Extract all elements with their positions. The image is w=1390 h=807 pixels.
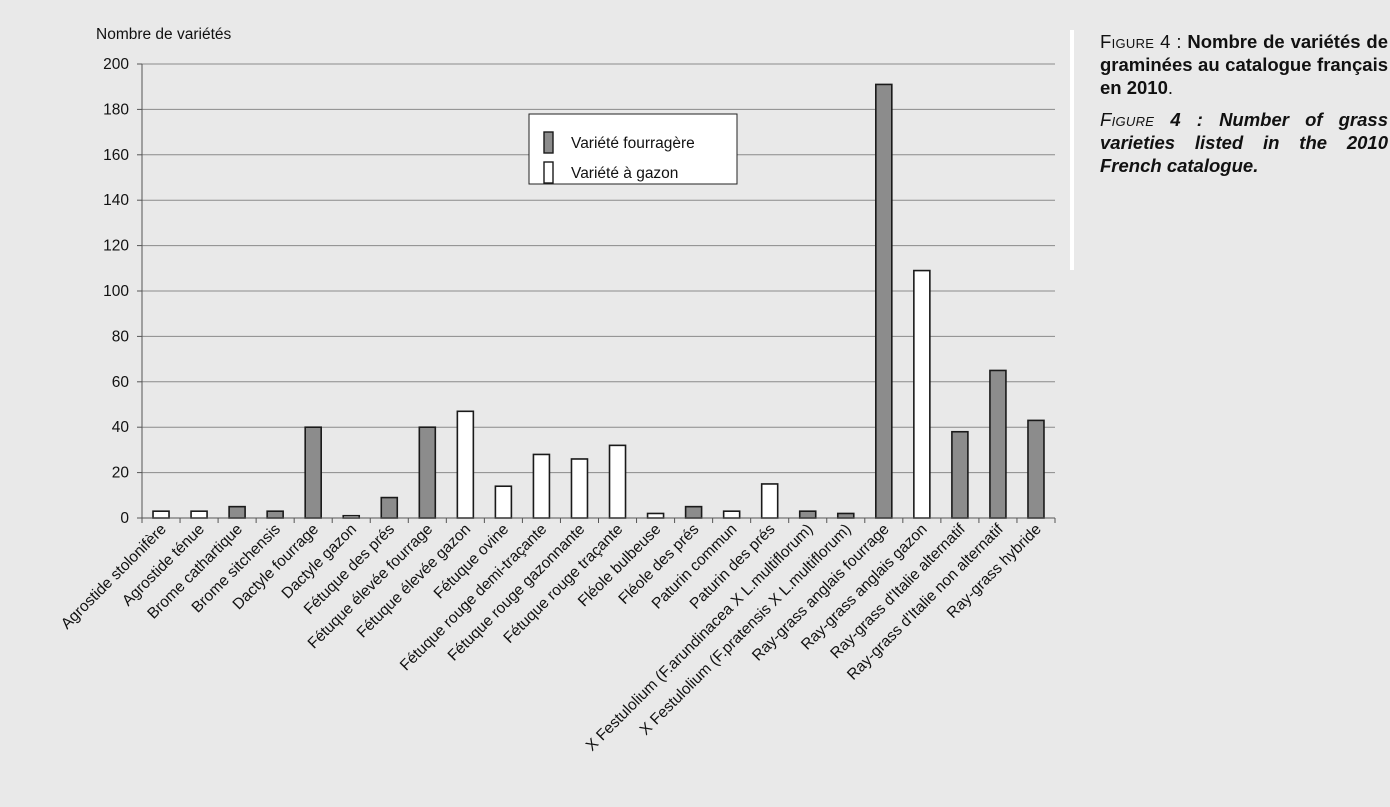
- bar: [266, 510, 284, 519]
- caption-en-number: 4 :: [1170, 109, 1203, 130]
- legend: Variété fourragère Variété à gazon: [528, 113, 738, 185]
- legend-box: [528, 113, 738, 185]
- y-tick-label: 80: [112, 328, 130, 345]
- bar: [836, 512, 855, 519]
- bar: [532, 453, 551, 519]
- bar: [380, 496, 399, 519]
- legend-label: Variété fourragère: [571, 135, 695, 152]
- y-tick-label: 180: [103, 101, 129, 118]
- y-tick-label: 120: [103, 238, 129, 255]
- bar: [798, 510, 817, 519]
- bar: [304, 426, 322, 519]
- bar-chart: 0 20 40 60 80 100 120 140 160 180 200 Nombre de var…: [58, 26, 1056, 755]
- legend-swatch: [543, 131, 554, 154]
- bar: [570, 458, 589, 519]
- caption-en-prefix: Figure: [1100, 109, 1155, 130]
- chart-area: 0 20 40 60 80 100 120 140 160 180 200 Nombre de var…: [58, 26, 1056, 755]
- caption-fr-end: .: [1167, 77, 1174, 98]
- caption-english: Figure 4 : Number of grass varieties lis…: [1100, 108, 1388, 177]
- y-tick-label: 60: [112, 374, 130, 391]
- caption-fr-text: Nombre de variétés de graminées au catal…: [1100, 31, 1388, 98]
- bar: [989, 369, 1007, 519]
- y-tick-label: 200: [103, 56, 129, 73]
- bar: [228, 505, 246, 519]
- figure-caption: Figure 4 : Nombre de variétés de graminé…: [1070, 30, 1388, 270]
- bar: [913, 269, 931, 519]
- bar: [1027, 419, 1045, 519]
- y-tick-label: 160: [103, 147, 129, 164]
- bar: [152, 510, 170, 519]
- bar: [646, 512, 665, 519]
- caption-fr-prefix: Figure: [1100, 31, 1155, 52]
- bar: [684, 505, 703, 519]
- y-tick-label: 140: [103, 192, 129, 209]
- bar: [608, 444, 627, 519]
- caption-en-end: .: [1253, 155, 1259, 176]
- y-tick-label: 20: [112, 465, 130, 482]
- bar: [418, 426, 437, 519]
- bar: [760, 483, 779, 519]
- y-tick-label: 0: [120, 510, 129, 527]
- bar: [190, 510, 208, 519]
- bar: [951, 430, 969, 519]
- legend-label: Variété à gazon: [571, 165, 678, 182]
- bar: [456, 410, 475, 519]
- caption-fr-number: 4 :: [1160, 31, 1182, 52]
- caption-en-text: Number of grass varieties listed in the …: [1100, 109, 1389, 176]
- y-tick-label: 100: [103, 283, 129, 300]
- legend-swatch: [543, 161, 554, 184]
- bar: [875, 83, 893, 519]
- bar: [494, 485, 513, 519]
- bar: [722, 510, 741, 519]
- y-tick-label: 40: [112, 419, 130, 436]
- caption-french: Figure 4 : Nombre de variétés de graminé…: [1100, 30, 1388, 99]
- y-axis-label: Nombre de variétés: [96, 26, 232, 43]
